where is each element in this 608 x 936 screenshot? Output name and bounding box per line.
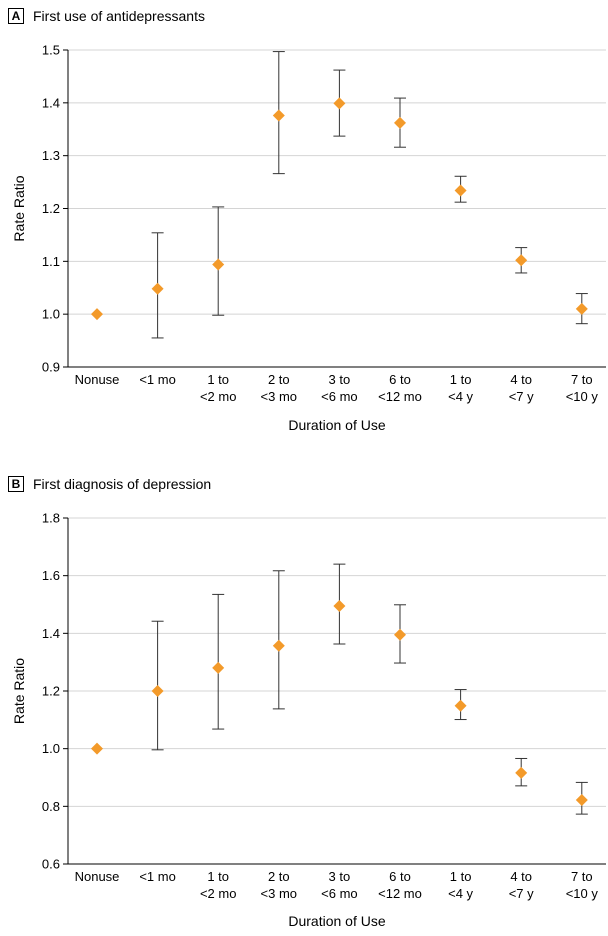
x-tick-label: <2 mo xyxy=(200,389,237,404)
data-point xyxy=(333,97,346,110)
data-point xyxy=(272,109,285,122)
panel-b: 0.6 0.8 1.0 1.2 1.4 1.6 1.8 Nonuse <1 mo 1 to <2 m… xyxy=(0,468,608,936)
x-axis-label: Duration of Use xyxy=(288,417,385,433)
data-point xyxy=(91,742,103,755)
y-tick-label: 1.2 xyxy=(42,684,60,699)
x-tick-label: <7 y xyxy=(509,389,534,404)
y-tick-label: 1.0 xyxy=(42,741,60,756)
x-tick-label: <12 mo xyxy=(378,389,422,404)
x-tick-label: 1 to xyxy=(207,372,229,387)
x-tick-label: <7 y xyxy=(509,886,534,901)
x-tick-label: 4 to xyxy=(510,372,532,387)
data-point xyxy=(151,685,164,697)
x-tick-label: <3 mo xyxy=(261,389,298,404)
data-point xyxy=(454,184,467,197)
data-point xyxy=(575,793,588,806)
x-tick-label: 7 to xyxy=(571,869,593,884)
chart-b-svg: 0.6 0.8 1.0 1.2 1.4 1.6 1.8 Nonuse <1 mo 1 to <2 m… xyxy=(11,511,606,929)
x-tick-label: 1 to xyxy=(450,372,472,387)
y-tick-label: 0.9 xyxy=(42,360,60,375)
panel-a-title: First use of antidepressants xyxy=(33,8,205,24)
y-tick-label: 1.8 xyxy=(42,511,60,526)
x-tick-label: 2 to xyxy=(268,372,290,387)
data-point xyxy=(575,302,588,315)
data-point xyxy=(515,254,528,267)
y-tick-label: 0.8 xyxy=(42,799,60,814)
data-point xyxy=(212,258,225,271)
panel-b-letter: B xyxy=(8,476,24,492)
x-axis-label: Duration of Use xyxy=(288,913,385,929)
y-axis-label: Rate Ratio xyxy=(11,175,27,241)
x-tick-label: <4 y xyxy=(448,389,473,404)
data-point xyxy=(272,639,285,652)
y-tick-label: 1.5 xyxy=(42,43,60,58)
y-tick-label: 0.6 xyxy=(42,857,60,872)
x-tick-label: <1 mo xyxy=(139,869,176,884)
x-tick-label: 3 to xyxy=(329,372,351,387)
panel-a: 0.9 1.0 1.1 1.2 1.3 1.4 1.5 Nonuse <1 mo 1 to <2 m… xyxy=(8,8,606,433)
data-point xyxy=(394,628,406,641)
y-tick-label: 1.6 xyxy=(42,568,60,583)
x-tick-label: Nonuse xyxy=(75,372,120,387)
y-tick-label: 1.4 xyxy=(42,95,60,110)
x-tick-label: 1 to xyxy=(450,869,472,884)
x-tick-label: 6 to xyxy=(389,372,411,387)
panel-b-title: First diagnosis of depression xyxy=(33,476,212,492)
x-tick-label: <3 mo xyxy=(261,886,298,901)
y-tick-label: 1.1 xyxy=(42,254,60,269)
x-tick-label: <6 mo xyxy=(321,886,358,901)
x-tick-label: 1 to xyxy=(207,869,229,884)
x-tick-label: 4 to xyxy=(510,869,532,884)
x-tick-label: <2 mo xyxy=(200,886,237,901)
x-tick-label: <10 y xyxy=(566,389,599,404)
y-tick-label: 1.3 xyxy=(42,148,60,163)
y-tick-label: 1.4 xyxy=(42,626,60,641)
data-point xyxy=(212,661,225,674)
x-tick-label: Nonuse xyxy=(75,869,120,884)
x-tick-label: <10 y xyxy=(566,886,599,901)
y-tick-label: 1.2 xyxy=(42,201,60,216)
x-tick-label: <1 mo xyxy=(139,372,176,387)
x-tick-label: 6 to xyxy=(389,869,411,884)
data-point xyxy=(333,599,346,612)
data-point xyxy=(515,766,528,779)
x-tick-label: <6 mo xyxy=(321,389,358,404)
data-point xyxy=(394,116,406,129)
data-point xyxy=(151,282,164,295)
chart-a-svg: 0.9 1.0 1.1 1.2 1.3 1.4 1.5 Nonuse <1 mo 1 to <2 m… xyxy=(11,43,606,433)
x-tick-label: 3 to xyxy=(329,869,351,884)
panel-b-header: B First diagnosis of depression xyxy=(8,476,211,492)
y-tick-label: 1.0 xyxy=(42,307,60,322)
x-tick-label: 7 to xyxy=(571,372,593,387)
panel-a-header: A First use of antidepressants xyxy=(8,8,205,24)
panel-a-letter: A xyxy=(8,8,24,24)
data-point xyxy=(454,699,467,712)
x-tick-label: <12 mo xyxy=(378,886,422,901)
x-tick-label: 2 to xyxy=(268,869,290,884)
y-axis-label: Rate Ratio xyxy=(11,658,27,724)
data-point xyxy=(91,308,103,321)
x-tick-label: <4 y xyxy=(448,886,473,901)
